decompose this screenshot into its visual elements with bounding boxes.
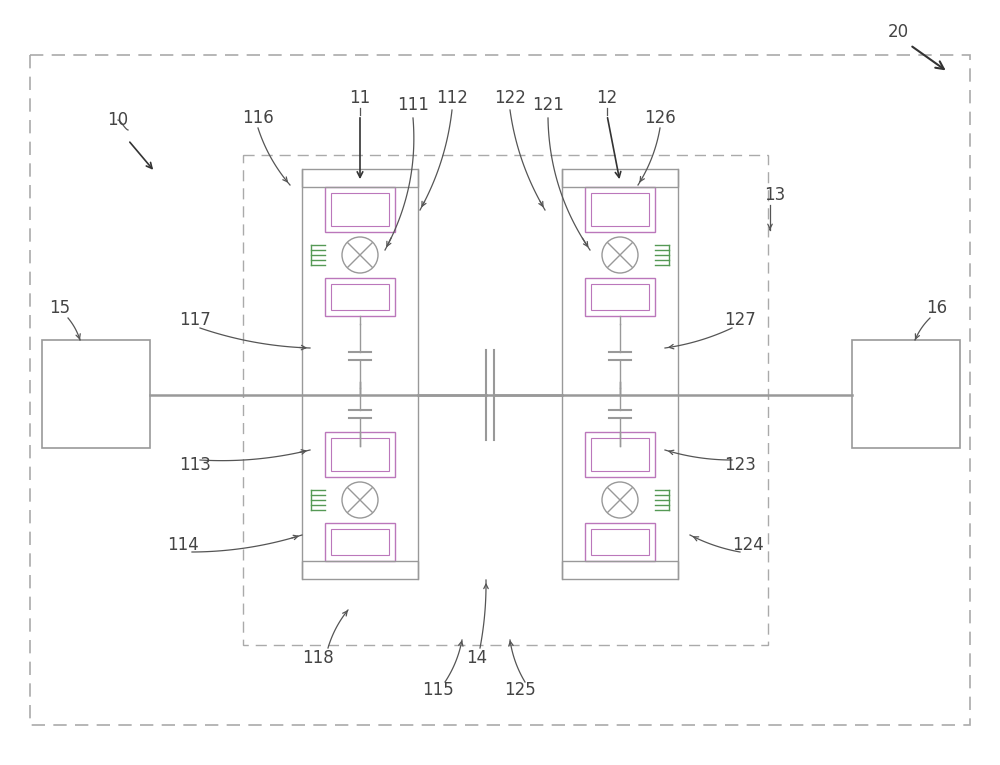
Bar <box>331 529 389 555</box>
Circle shape <box>342 237 378 273</box>
Text: 127: 127 <box>724 311 756 329</box>
Text: 15: 15 <box>49 299 71 317</box>
Text: 123: 123 <box>724 456 756 474</box>
Bar <box>585 278 655 316</box>
Bar <box>331 284 389 310</box>
Bar <box>302 561 418 579</box>
Text: 114: 114 <box>167 536 199 554</box>
Text: 112: 112 <box>436 89 468 107</box>
Text: 13: 13 <box>764 186 786 204</box>
Text: 117: 117 <box>179 311 211 329</box>
Bar <box>331 193 389 226</box>
Text: 113: 113 <box>179 456 211 474</box>
Text: 20: 20 <box>887 23 909 41</box>
Text: 12: 12 <box>596 89 618 107</box>
Bar <box>591 193 649 226</box>
Text: 124: 124 <box>732 536 764 554</box>
Bar <box>591 438 649 471</box>
Text: 111: 111 <box>397 96 429 114</box>
Bar <box>591 529 649 555</box>
Bar <box>562 561 678 579</box>
Bar <box>302 169 418 187</box>
Bar <box>591 284 649 310</box>
Bar <box>42 340 150 448</box>
Circle shape <box>602 482 638 518</box>
Bar <box>585 432 655 477</box>
Bar <box>331 438 389 471</box>
Text: 16: 16 <box>926 299 948 317</box>
Text: 121: 121 <box>532 96 564 114</box>
Text: 115: 115 <box>422 681 454 699</box>
Text: 10: 10 <box>107 111 129 129</box>
Bar <box>562 169 678 187</box>
Circle shape <box>342 482 378 518</box>
Text: 118: 118 <box>302 649 334 667</box>
Bar <box>585 523 655 561</box>
Circle shape <box>602 237 638 273</box>
Text: 125: 125 <box>504 681 536 699</box>
Text: 11: 11 <box>349 89 371 107</box>
Bar <box>243 155 768 645</box>
Text: 14: 14 <box>466 649 488 667</box>
Bar <box>325 278 395 316</box>
Text: 116: 116 <box>242 109 274 127</box>
Bar <box>852 340 960 448</box>
Bar <box>325 187 395 232</box>
Text: 126: 126 <box>644 109 676 127</box>
Bar <box>325 432 395 477</box>
Bar <box>585 187 655 232</box>
Bar <box>30 55 970 725</box>
Bar <box>325 523 395 561</box>
Text: 122: 122 <box>494 89 526 107</box>
